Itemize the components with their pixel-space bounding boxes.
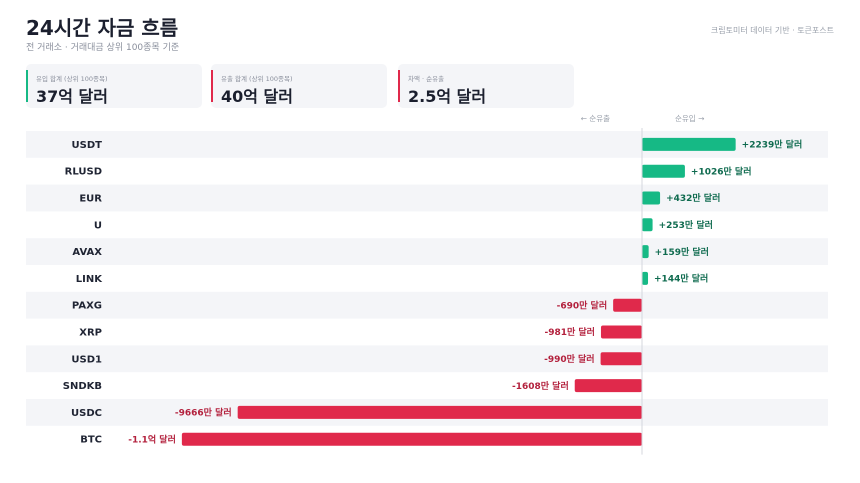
category-label-u: U (94, 220, 102, 231)
value-label-paxg: -690만 달러 (557, 299, 608, 311)
bar-xrp (600, 325, 642, 339)
axis-hint-inflow: 순유입 → (675, 114, 704, 123)
source-note: 크립토미터 데이터 기반 · 토큰포스트 (710, 26, 834, 35)
bar-btc (181, 432, 642, 446)
bar-usd1 (600, 352, 642, 366)
bar-usdc (237, 405, 643, 419)
category-label-xrp: XRP (79, 328, 102, 339)
row-stripe (26, 184, 828, 212)
page-subtitle: 전 거래소 · 거래대금 상위 100종목 기준 (26, 43, 180, 53)
stat-value-outflow: 40억 달러 (221, 87, 293, 106)
stat-card-net: 차액 · 순유출 2.5억 달러 (398, 64, 574, 108)
stat-value-inflow: 37억 달러 (36, 87, 108, 106)
value-label-u: +253만 달러 (659, 219, 713, 231)
bar-sndkb (574, 379, 642, 393)
category-label-usdt: USDT (72, 140, 103, 151)
bar-usdt (642, 137, 736, 151)
value-label-avax: +159만 달러 (655, 246, 709, 258)
category-label-eur: EUR (79, 194, 102, 205)
bar-avax (642, 245, 649, 259)
category-label-btc: BTC (80, 435, 102, 446)
stat-card-inflow: 유입 합계 (상위 100종목) 37억 달러 (26, 64, 202, 108)
page-title: 24시간 자금 흐름 (26, 16, 179, 40)
axis-hint-outflow: ← 순유출 (581, 113, 610, 123)
value-label-xrp: -981만 달러 (544, 326, 595, 338)
bar-link (642, 271, 649, 285)
row-stripe (26, 291, 828, 319)
stat-accent-inflow (26, 70, 28, 102)
row-stripe (26, 345, 828, 373)
value-label-usd1: -990만 달러 (544, 353, 595, 365)
value-label-rlusd: +1026만 달러 (691, 165, 752, 177)
value-label-btc: -1.1억 달러 (128, 433, 176, 445)
bar-paxg (613, 298, 642, 312)
stat-label-net: 차액 · 순유출 (408, 75, 445, 83)
category-label-avax: AVAX (72, 247, 102, 258)
stat-card-outflow: 유출 합계 (상위 100종목) 40억 달러 (211, 64, 387, 108)
value-label-usdc: -9666만 달러 (175, 407, 232, 419)
row-stripe (26, 238, 828, 265)
bar-rlusd (642, 164, 685, 178)
value-label-sndkb: -1608만 달러 (512, 380, 569, 392)
category-label-usd1: USD1 (71, 354, 102, 365)
bar-u (642, 218, 653, 232)
category-label-sndkb: SNDKB (63, 381, 102, 392)
stat-accent-outflow (211, 70, 213, 102)
category-label-link: LINK (76, 274, 103, 285)
value-label-eur: +432만 달러 (666, 192, 720, 204)
bar-eur (642, 191, 661, 205)
stat-accent-net (398, 70, 400, 102)
value-label-link: +144만 달러 (654, 273, 708, 285)
category-label-rlusd: RLUSD (65, 167, 102, 178)
stat-value-net: 2.5억 달러 (408, 87, 487, 106)
category-label-usdc: USDC (71, 408, 102, 419)
category-label-paxg: PAXG (72, 301, 102, 312)
stat-label-outflow: 유출 합계 (상위 100종목) (221, 75, 293, 83)
stat-label-inflow: 유입 합계 (상위 100종목) (36, 75, 108, 83)
value-label-usdt: +2239만 달러 (742, 139, 803, 151)
